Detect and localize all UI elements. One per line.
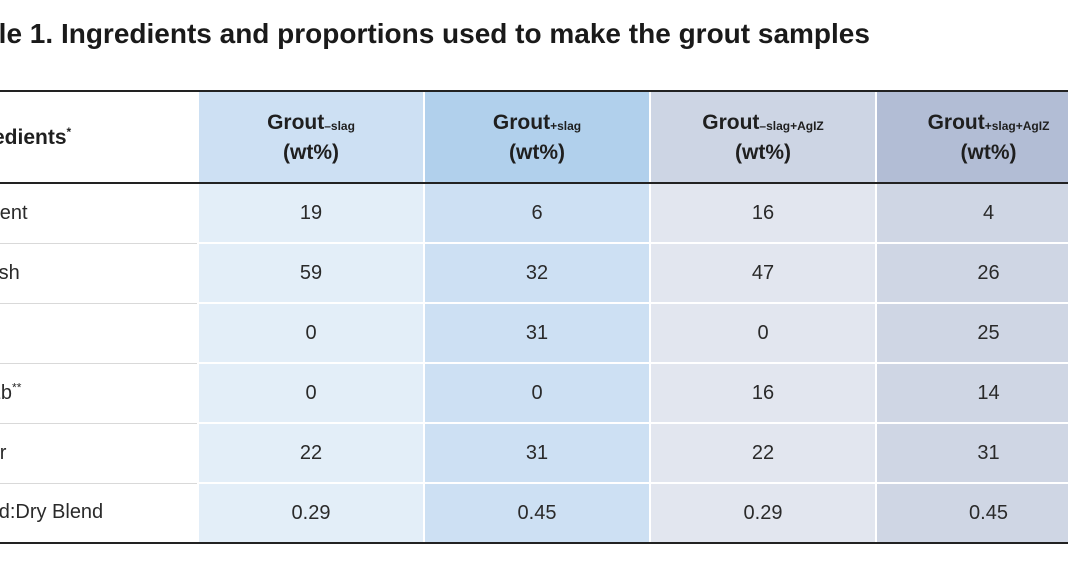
header-grout-minus-slag: Grout–slag (wt%) (197, 90, 424, 184)
header-col-subscript: –slag+AgIZ (759, 118, 824, 133)
table-row: quid:Dry Blend 0.29 0.45 0.29 0.45 (0, 483, 1068, 544)
table-header-row: gredients* Grout–slag (wt%) Grout+slag (… (0, 90, 1068, 184)
header-col-subscript: +slag (550, 118, 582, 133)
row-label-mark: ** (12, 379, 22, 394)
table-cell: 0.29 (197, 483, 424, 544)
row-label: y ash (0, 243, 198, 304)
table-cell: 4 (875, 183, 1068, 244)
header-ingredients: gredients* (0, 90, 198, 184)
table-cell: 31 (423, 303, 650, 364)
row-label: quid:Dry Blend (0, 483, 198, 544)
row-label-text: ater (0, 441, 7, 464)
table-cell: 31 (423, 423, 650, 484)
row-label: gIZb** (0, 363, 198, 424)
table-cell: 47 (649, 243, 876, 304)
table-row: ag 0 31 0 25 (0, 303, 1068, 364)
table-cell: 6 (423, 183, 650, 244)
header-ingredients-mark: * (66, 124, 72, 139)
table-cell: 0 (649, 303, 876, 364)
table-row: ement 19 6 16 4 (0, 183, 1068, 244)
header-col-name: Grout (267, 110, 325, 134)
header-col-unit: (wt%) (509, 140, 565, 164)
header-col-name: Grout (492, 110, 551, 134)
table-row: gIZb** 0 0 16 14 (0, 363, 1068, 424)
table-cell: 0.29 (649, 483, 876, 544)
table-cell: 0 (197, 303, 424, 364)
row-label-text: quid:Dry Blend (0, 501, 104, 524)
table-cell: 14 (875, 363, 1068, 424)
table-row: ater 22 31 22 31 (0, 423, 1068, 484)
ingredients-table: gredients* Grout–slag (wt%) Grout+slag (… (0, 90, 1068, 544)
table-row: y ash 59 32 47 26 (0, 243, 1068, 304)
header-col-unit: (wt%) (283, 140, 339, 164)
table-cell: 19 (197, 183, 424, 244)
table-container: gredients* Grout–slag (wt%) Grout+slag (… (0, 90, 1068, 544)
header-grout-minus-slag-agiz: Grout–slag+AgIZ (wt%) (649, 90, 876, 184)
table-cell: 0 (197, 363, 424, 424)
table-cell: 16 (649, 363, 876, 424)
table-cell: 32 (423, 243, 650, 304)
header-col-unit: (wt%) (735, 140, 791, 164)
row-label-text: ement (0, 201, 28, 224)
table-cell: 26 (875, 243, 1068, 304)
row-label-text: gIZb (0, 381, 13, 404)
table-cell: 0 (423, 363, 650, 424)
table-title: able 1. Ingredients and proportions used… (0, 18, 870, 49)
row-label: ater (0, 423, 198, 484)
header-col-name: Grout (927, 110, 985, 134)
row-label: ement (0, 183, 198, 244)
table-cell: 0.45 (875, 483, 1068, 544)
table-cell: 0.45 (423, 483, 650, 544)
header-ingredients-label: gredients (0, 125, 67, 149)
table-cell: 22 (197, 423, 424, 484)
row-label-text: y ash (0, 261, 20, 284)
header-grout-plus-slag-agiz: Grout+slag+AgIZ (wt%) (875, 90, 1068, 184)
table-cell: 16 (649, 183, 876, 244)
table-cell: 31 (875, 423, 1068, 484)
header-col-name: Grout (702, 110, 760, 134)
table-cell: 22 (649, 423, 876, 484)
header-col-subscript: –slag (324, 118, 355, 133)
header-col-unit: (wt%) (960, 140, 1017, 164)
header-col-subscript: +slag+AgIZ (984, 118, 1050, 133)
header-grout-plus-slag: Grout+slag (wt%) (423, 90, 650, 184)
table-cell: 25 (875, 303, 1068, 364)
row-label: ag (0, 303, 198, 364)
table-cell: 59 (197, 243, 424, 304)
